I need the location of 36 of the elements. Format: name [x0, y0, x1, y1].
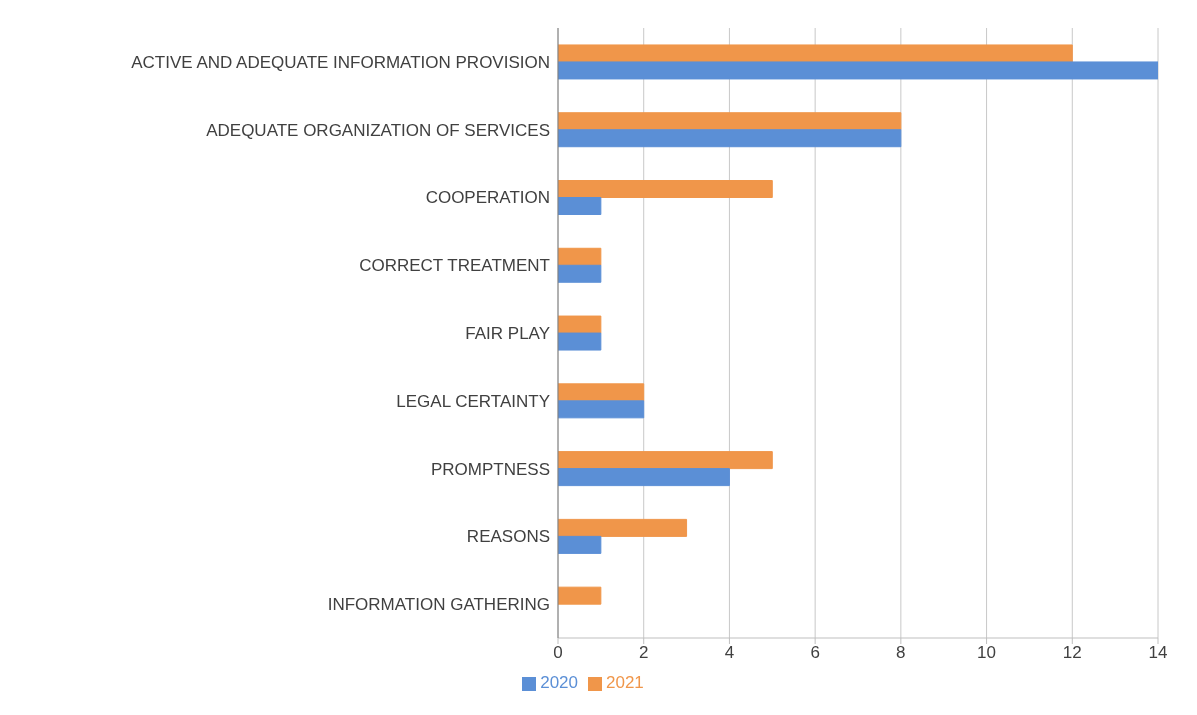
bar [558, 180, 773, 198]
y-tick-label: CORRECT TREATMENT [359, 256, 550, 276]
x-tick-label: 10 [977, 643, 997, 663]
x-tick-label: 14 [1148, 643, 1168, 663]
y-tick-label: ACTIVE AND ADEQUATE INFORMATION PROVISION [131, 52, 550, 72]
bar [558, 61, 1158, 80]
x-tick-label: 12 [1062, 643, 1082, 663]
bar [558, 315, 602, 334]
bar [558, 451, 773, 470]
bar [558, 535, 602, 554]
bar [558, 197, 602, 215]
legend-label: 2020 [540, 673, 578, 692]
bar [558, 400, 645, 419]
y-tick-label: INFORMATION GATHERING [327, 595, 550, 615]
bar [558, 518, 688, 537]
bar [558, 112, 902, 131]
x-tick-label: 6 [810, 643, 820, 663]
bar [558, 129, 902, 148]
x-tick-label: 8 [896, 643, 906, 663]
bar [558, 586, 602, 605]
x-tick-label: 4 [724, 643, 735, 663]
y-tick-label: FAIR PLAY [465, 324, 550, 344]
y-tick-label: PROMPTNESS [430, 459, 550, 479]
bar [558, 383, 645, 402]
x-tick-label: 2 [638, 643, 649, 663]
y-tick-label: LEGAL CERTAINTY [396, 391, 550, 411]
x-tick-label: 0 [553, 643, 563, 663]
bar [558, 44, 1073, 63]
y-tick-label: COOPERATION [425, 188, 550, 208]
y-tick-label: REASONS [466, 527, 550, 547]
bar [558, 332, 602, 351]
bar [558, 468, 730, 487]
bar [558, 247, 602, 266]
y-tick-label: ADEQUATE ORGANIZATION OF SERVICES [206, 120, 550, 140]
legend-label: 2021 [606, 673, 644, 692]
bar [558, 264, 602, 283]
